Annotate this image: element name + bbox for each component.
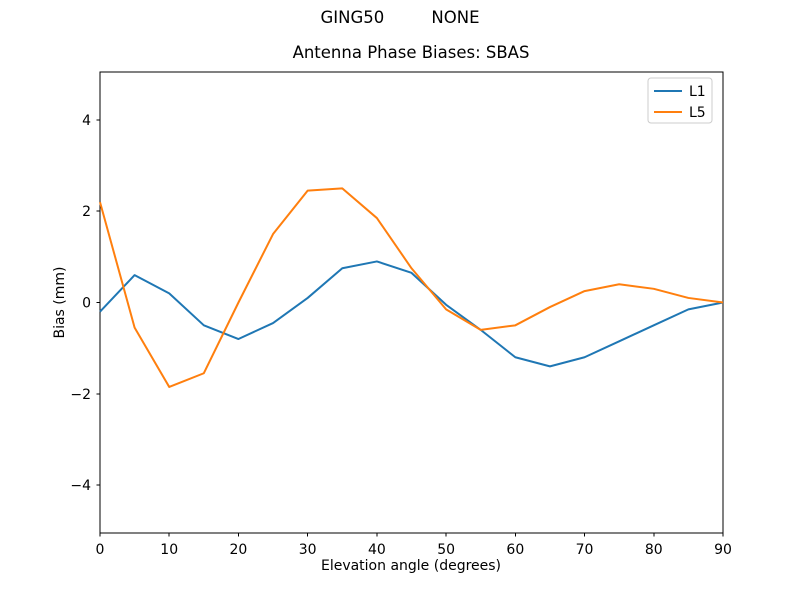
axis-ticks: 0 10 20 30 40 50 60 70 80 90 −4 −2 0 2 4 [70,113,732,558]
legend-label-L5: L5 [689,105,706,121]
y-tick-label: −2 [70,387,91,403]
y-axis-label: Bias (mm) [52,266,68,338]
y-tick-label: 2 [82,204,91,220]
chart-title: Antenna Phase Biases: SBAS [292,43,530,62]
x-tick-label: 80 [645,542,663,558]
x-tick-label: 40 [368,542,386,558]
y-tick-label: 4 [82,113,91,129]
x-tick-label: 0 [96,542,105,558]
plot-frame [99,71,724,534]
x-tick-label: 90 [714,542,732,558]
legend-label-L1: L1 [689,84,706,100]
series-line-L1 [99,260,724,368]
y-tick-label: 0 [82,296,91,312]
x-tick-label: 60 [506,542,524,558]
y-tick-label: −4 [70,478,91,494]
x-tick-label: 50 [437,542,455,558]
suptitle: GING50 NONE [320,8,480,27]
x-tick-label: 70 [576,542,594,558]
x-tick-label: 20 [230,542,248,558]
x-axis-label: Elevation angle (degrees) [321,558,501,574]
x-tick-label: 10 [160,542,178,558]
x-tick-label: 30 [299,542,317,558]
series-line-L5 [99,187,724,388]
series-lines [99,187,724,388]
